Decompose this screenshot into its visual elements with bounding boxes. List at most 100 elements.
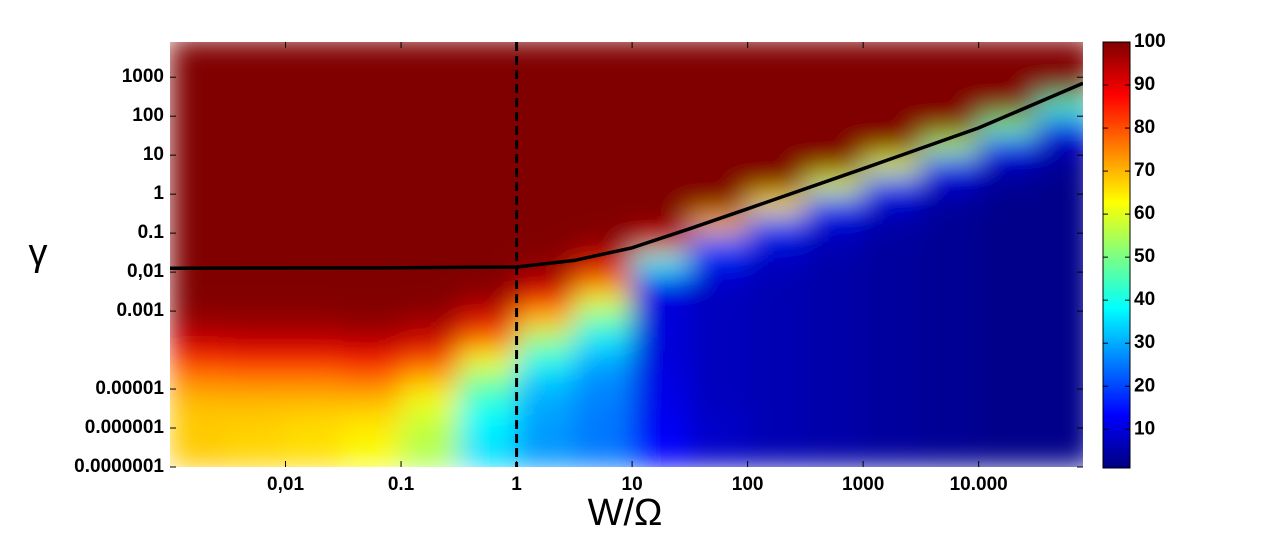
- y-tick-label: 1000: [122, 66, 164, 87]
- heat-cell: [170, 213, 229, 234]
- heat-cell: [170, 408, 229, 429]
- heat-cell: [285, 291, 344, 312]
- heat-cell: [978, 271, 1037, 293]
- heat-cell: [285, 388, 344, 410]
- heat-cell: [227, 115, 287, 137]
- heat-cell: [227, 174, 287, 195]
- y-tick-label: 100: [132, 105, 164, 126]
- heat-cell: [689, 447, 749, 467]
- y-tick-label: 0.1: [138, 222, 165, 243]
- heat-cell: [689, 310, 749, 332]
- heat-cell: [516, 96, 575, 117]
- heat-cell: [747, 369, 806, 390]
- heat-cell: [342, 310, 402, 332]
- heat-cell: [920, 42, 980, 59]
- heat-cell: [285, 310, 344, 332]
- heat-cell: [978, 252, 1037, 273]
- heat-cell: [458, 76, 518, 98]
- boundary-line: [170, 81, 1083, 270]
- heat-cell: [804, 42, 864, 59]
- heat-cell: [631, 135, 691, 156]
- heat-cell: [227, 408, 287, 429]
- heat-cell: [1035, 252, 1083, 273]
- heat-cell: [862, 232, 922, 254]
- heat-cell: [747, 232, 806, 254]
- heat-cell: [458, 213, 518, 234]
- heat-cell: [747, 96, 806, 117]
- heat-cell: [920, 135, 980, 156]
- heat-cell: [573, 330, 633, 351]
- heat-cell: [804, 330, 864, 351]
- heat-cell: [227, 154, 287, 176]
- heat-cell: [747, 213, 806, 234]
- heat-cell: [978, 154, 1037, 176]
- heat-cell: [285, 408, 344, 429]
- heat-cell: [227, 271, 287, 293]
- heat-cell: [342, 388, 402, 410]
- heat-cell: [978, 310, 1037, 332]
- heat-cell: [170, 291, 229, 312]
- heat-cell: [516, 57, 575, 78]
- heat-cell: [631, 447, 691, 467]
- heat-cell: [920, 57, 980, 78]
- heat-cell: [631, 42, 691, 59]
- heat-cell: [920, 76, 980, 98]
- heat-cell: [631, 310, 691, 332]
- x-tick-label: 100: [732, 474, 764, 495]
- heat-cell: [920, 330, 980, 351]
- heat-cell: [804, 232, 864, 254]
- heat-cell: [458, 57, 518, 78]
- heat-cell: [804, 57, 864, 78]
- heat-cell: [978, 174, 1037, 195]
- heat-cell: [400, 252, 460, 273]
- heat-cell: [342, 42, 402, 59]
- heat-cell: [170, 57, 229, 78]
- heat-cell: [631, 57, 691, 78]
- heat-cell: [631, 76, 691, 98]
- x-tick-label: 1: [511, 474, 522, 495]
- heat-cell: [920, 291, 980, 312]
- heat-cell: [689, 96, 749, 117]
- colorbar-frame: [1102, 41, 1131, 469]
- heat-cell: [573, 291, 633, 312]
- heat-cell: [978, 42, 1037, 59]
- heat-cell: [342, 408, 402, 429]
- heat-cell: [747, 174, 806, 195]
- heat-cell: [400, 349, 460, 371]
- heat-cell: [862, 330, 922, 351]
- heat-cell: [631, 427, 691, 449]
- heat-cell: [920, 427, 980, 449]
- heat-cell: [689, 388, 749, 410]
- heat-cell: [285, 76, 344, 98]
- heat-cell: [516, 213, 575, 234]
- heat-cell: [1035, 291, 1083, 312]
- y-tick-label: 0.001: [116, 300, 164, 321]
- heat-cell: [516, 447, 575, 467]
- y-tick-label: 0.0000001: [74, 456, 164, 477]
- heat-cell: [170, 76, 229, 98]
- heat-cell: [227, 388, 287, 410]
- heat-cell: [1035, 427, 1083, 449]
- heat-cell: [804, 115, 864, 137]
- heat-cell: [862, 252, 922, 273]
- heat-cell: [920, 388, 980, 410]
- heat-cell: [573, 193, 633, 215]
- heat-cell: [1035, 115, 1083, 137]
- heat-cell: [862, 115, 922, 137]
- heat-cell: [862, 213, 922, 234]
- heat-cell: [170, 388, 229, 410]
- colorbar-tick-label: 100: [1134, 31, 1166, 52]
- heat-cell: [1035, 213, 1083, 234]
- heat-cell: [862, 57, 922, 78]
- heat-cell: [516, 232, 575, 254]
- heat-cell: [227, 310, 287, 332]
- heat-cell: [862, 96, 922, 117]
- heat-cell: [631, 252, 691, 273]
- heat-cell: [285, 174, 344, 195]
- heat-cell: [516, 154, 575, 176]
- colorbar-tick-label: 70: [1134, 160, 1155, 181]
- heat-cell: [862, 76, 922, 98]
- heat-cell: [285, 447, 344, 467]
- heat-cell: [458, 154, 518, 176]
